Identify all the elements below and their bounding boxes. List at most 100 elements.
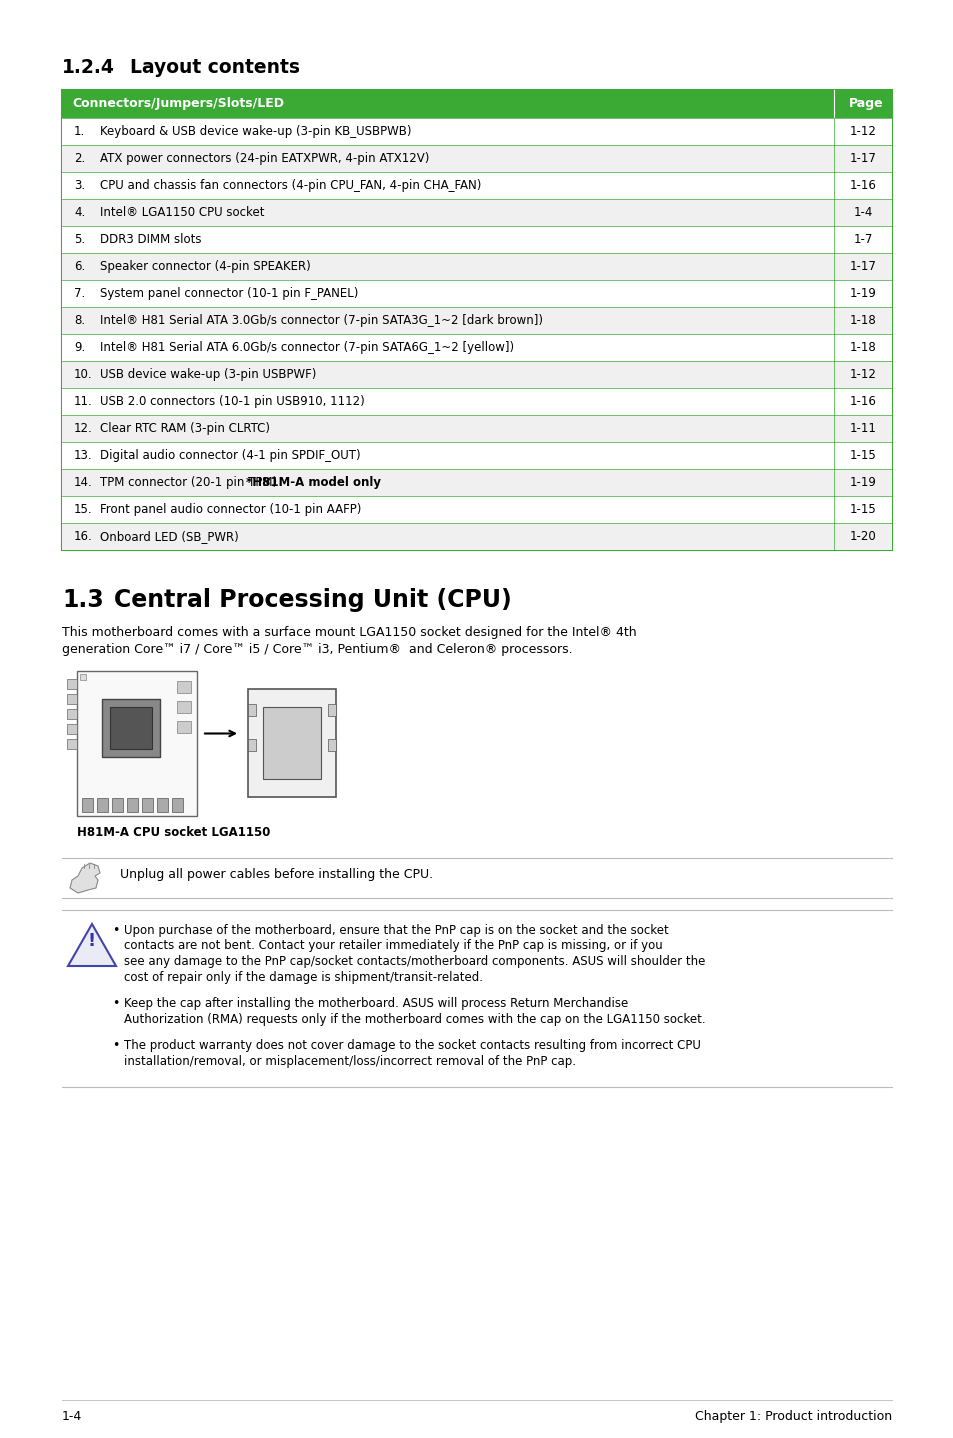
Text: USB 2.0 connectors (10-1 pin USB910, 1112): USB 2.0 connectors (10-1 pin USB910, 111…: [100, 395, 364, 408]
Text: 1-15: 1-15: [849, 503, 876, 516]
Text: 5.: 5.: [74, 233, 85, 246]
Text: 6.: 6.: [74, 260, 85, 273]
Text: 14.: 14.: [74, 476, 92, 489]
FancyBboxPatch shape: [112, 798, 123, 812]
FancyBboxPatch shape: [67, 679, 77, 689]
Text: 10.: 10.: [74, 368, 92, 381]
Text: DDR3 DIMM slots: DDR3 DIMM slots: [100, 233, 201, 246]
Text: 1-12: 1-12: [849, 125, 876, 138]
Text: Central Processing Unit (CPU): Central Processing Unit (CPU): [113, 588, 511, 613]
Polygon shape: [68, 925, 116, 966]
Text: 1-4: 1-4: [62, 1411, 82, 1424]
FancyBboxPatch shape: [102, 699, 160, 756]
Text: 1-16: 1-16: [849, 178, 876, 193]
FancyBboxPatch shape: [62, 306, 891, 334]
Text: 1-15: 1-15: [849, 449, 876, 462]
FancyBboxPatch shape: [328, 705, 335, 716]
FancyBboxPatch shape: [62, 226, 891, 253]
Text: •: •: [112, 1040, 119, 1053]
Text: USB device wake-up (3-pin USBPWF): USB device wake-up (3-pin USBPWF): [100, 368, 316, 381]
FancyBboxPatch shape: [110, 707, 152, 749]
Text: 3.: 3.: [74, 178, 85, 193]
Text: Connectors/Jumpers/Slots/LED: Connectors/Jumpers/Slots/LED: [71, 98, 284, 111]
Text: Intel® LGA1150 CPU socket: Intel® LGA1150 CPU socket: [100, 206, 264, 219]
FancyBboxPatch shape: [172, 798, 183, 812]
FancyBboxPatch shape: [263, 707, 320, 779]
FancyBboxPatch shape: [67, 723, 77, 733]
FancyBboxPatch shape: [62, 361, 891, 388]
Text: 1-19: 1-19: [849, 476, 876, 489]
Text: Chapter 1: Product introduction: Chapter 1: Product introduction: [694, 1411, 891, 1424]
FancyBboxPatch shape: [127, 798, 138, 812]
Text: 11.: 11.: [74, 395, 92, 408]
Text: H81M-A CPU socket LGA1150: H81M-A CPU socket LGA1150: [77, 825, 270, 838]
FancyBboxPatch shape: [62, 334, 891, 361]
FancyBboxPatch shape: [328, 739, 335, 751]
FancyBboxPatch shape: [80, 674, 86, 680]
Text: 9.: 9.: [74, 341, 85, 354]
Text: Layout contents: Layout contents: [130, 58, 299, 78]
FancyBboxPatch shape: [177, 682, 191, 693]
FancyBboxPatch shape: [142, 798, 152, 812]
FancyBboxPatch shape: [62, 145, 891, 173]
Text: Keep the cap after installing the motherboard. ASUS will process Return Merchand: Keep the cap after installing the mother…: [124, 997, 628, 1009]
Text: The product warranty does not cover damage to the socket contacts resulting from: The product warranty does not cover dama…: [124, 1040, 700, 1053]
FancyBboxPatch shape: [62, 388, 891, 416]
FancyBboxPatch shape: [62, 91, 891, 118]
FancyBboxPatch shape: [62, 523, 891, 549]
Text: 1-12: 1-12: [849, 368, 876, 381]
Text: 12.: 12.: [74, 421, 92, 436]
Text: Front panel audio connector (10-1 pin AAFP): Front panel audio connector (10-1 pin AA…: [100, 503, 361, 516]
Text: 1-16: 1-16: [849, 395, 876, 408]
Text: Intel® H81 Serial ATA 3.0Gb/s connector (7-pin SATA3G_1~2 [dark brown]): Intel® H81 Serial ATA 3.0Gb/s connector …: [100, 313, 542, 326]
Text: 1-19: 1-19: [849, 288, 876, 301]
Text: 16.: 16.: [74, 531, 92, 544]
Text: 1.2.4: 1.2.4: [62, 58, 114, 78]
Text: Speaker connector (4-pin SPEAKER): Speaker connector (4-pin SPEAKER): [100, 260, 311, 273]
Text: generation Core™ i7 / Core™ i5 / Core™ i3, Pentium®  and Celeron® processors.: generation Core™ i7 / Core™ i5 / Core™ i…: [62, 643, 572, 656]
Text: 1.3: 1.3: [62, 588, 104, 613]
FancyBboxPatch shape: [177, 720, 191, 733]
Text: 1-11: 1-11: [849, 421, 876, 436]
Text: Intel® H81 Serial ATA 6.0Gb/s connector (7-pin SATA6G_1~2 [yellow]): Intel® H81 Serial ATA 6.0Gb/s connector …: [100, 341, 514, 354]
Text: 2.: 2.: [74, 152, 85, 165]
FancyBboxPatch shape: [62, 496, 891, 523]
Text: !: !: [88, 932, 96, 951]
Text: 1.: 1.: [74, 125, 85, 138]
FancyBboxPatch shape: [62, 469, 891, 496]
Text: installation/removal, or misplacement/loss/incorrect removal of the PnP cap.: installation/removal, or misplacement/lo…: [124, 1054, 576, 1067]
FancyBboxPatch shape: [62, 173, 891, 198]
Text: see any damage to the PnP cap/socket contacts/motherboard components. ASUS will : see any damage to the PnP cap/socket con…: [124, 955, 704, 968]
FancyBboxPatch shape: [77, 672, 196, 815]
Text: 13.: 13.: [74, 449, 92, 462]
Text: Onboard LED (SB_PWR): Onboard LED (SB_PWR): [100, 531, 238, 544]
Text: •: •: [112, 925, 119, 938]
Text: Page: Page: [848, 98, 883, 111]
Text: ATX power connectors (24-pin EATXPWR, 4-pin ATX12V): ATX power connectors (24-pin EATXPWR, 4-…: [100, 152, 429, 165]
FancyBboxPatch shape: [82, 798, 92, 812]
Text: TPM connector (20-1 pin TPM): TPM connector (20-1 pin TPM): [100, 476, 280, 489]
FancyBboxPatch shape: [62, 416, 891, 441]
FancyBboxPatch shape: [62, 441, 891, 469]
FancyBboxPatch shape: [67, 739, 77, 749]
Text: CPU and chassis fan connectors (4-pin CPU_FAN, 4-pin CHA_FAN): CPU and chassis fan connectors (4-pin CP…: [100, 178, 481, 193]
Text: 7.: 7.: [74, 288, 85, 301]
Text: Clear RTC RAM (3-pin CLRTC): Clear RTC RAM (3-pin CLRTC): [100, 421, 270, 436]
FancyBboxPatch shape: [62, 280, 891, 306]
Text: Authorization (RMA) requests only if the motherboard comes with the cap on the L: Authorization (RMA) requests only if the…: [124, 1012, 705, 1025]
Text: System panel connector (10-1 pin F_PANEL): System panel connector (10-1 pin F_PANEL…: [100, 288, 358, 301]
Text: 1-17: 1-17: [849, 152, 876, 165]
FancyBboxPatch shape: [248, 705, 255, 716]
Polygon shape: [70, 863, 100, 893]
Text: This motherboard comes with a surface mount LGA1150 socket designed for the Inte: This motherboard comes with a surface mo…: [62, 626, 636, 638]
Text: 1-18: 1-18: [849, 313, 876, 326]
FancyBboxPatch shape: [157, 798, 168, 812]
Text: Digital audio connector (4-1 pin SPDIF_OUT): Digital audio connector (4-1 pin SPDIF_O…: [100, 449, 360, 462]
Text: 1-7: 1-7: [852, 233, 872, 246]
FancyBboxPatch shape: [248, 739, 255, 751]
FancyBboxPatch shape: [67, 695, 77, 705]
Text: Unplug all power cables before installing the CPU.: Unplug all power cables before installin…: [120, 869, 433, 881]
FancyBboxPatch shape: [62, 118, 891, 145]
Text: cost of repair only if the damage is shipment/transit-related.: cost of repair only if the damage is shi…: [124, 971, 482, 984]
FancyBboxPatch shape: [97, 798, 108, 812]
